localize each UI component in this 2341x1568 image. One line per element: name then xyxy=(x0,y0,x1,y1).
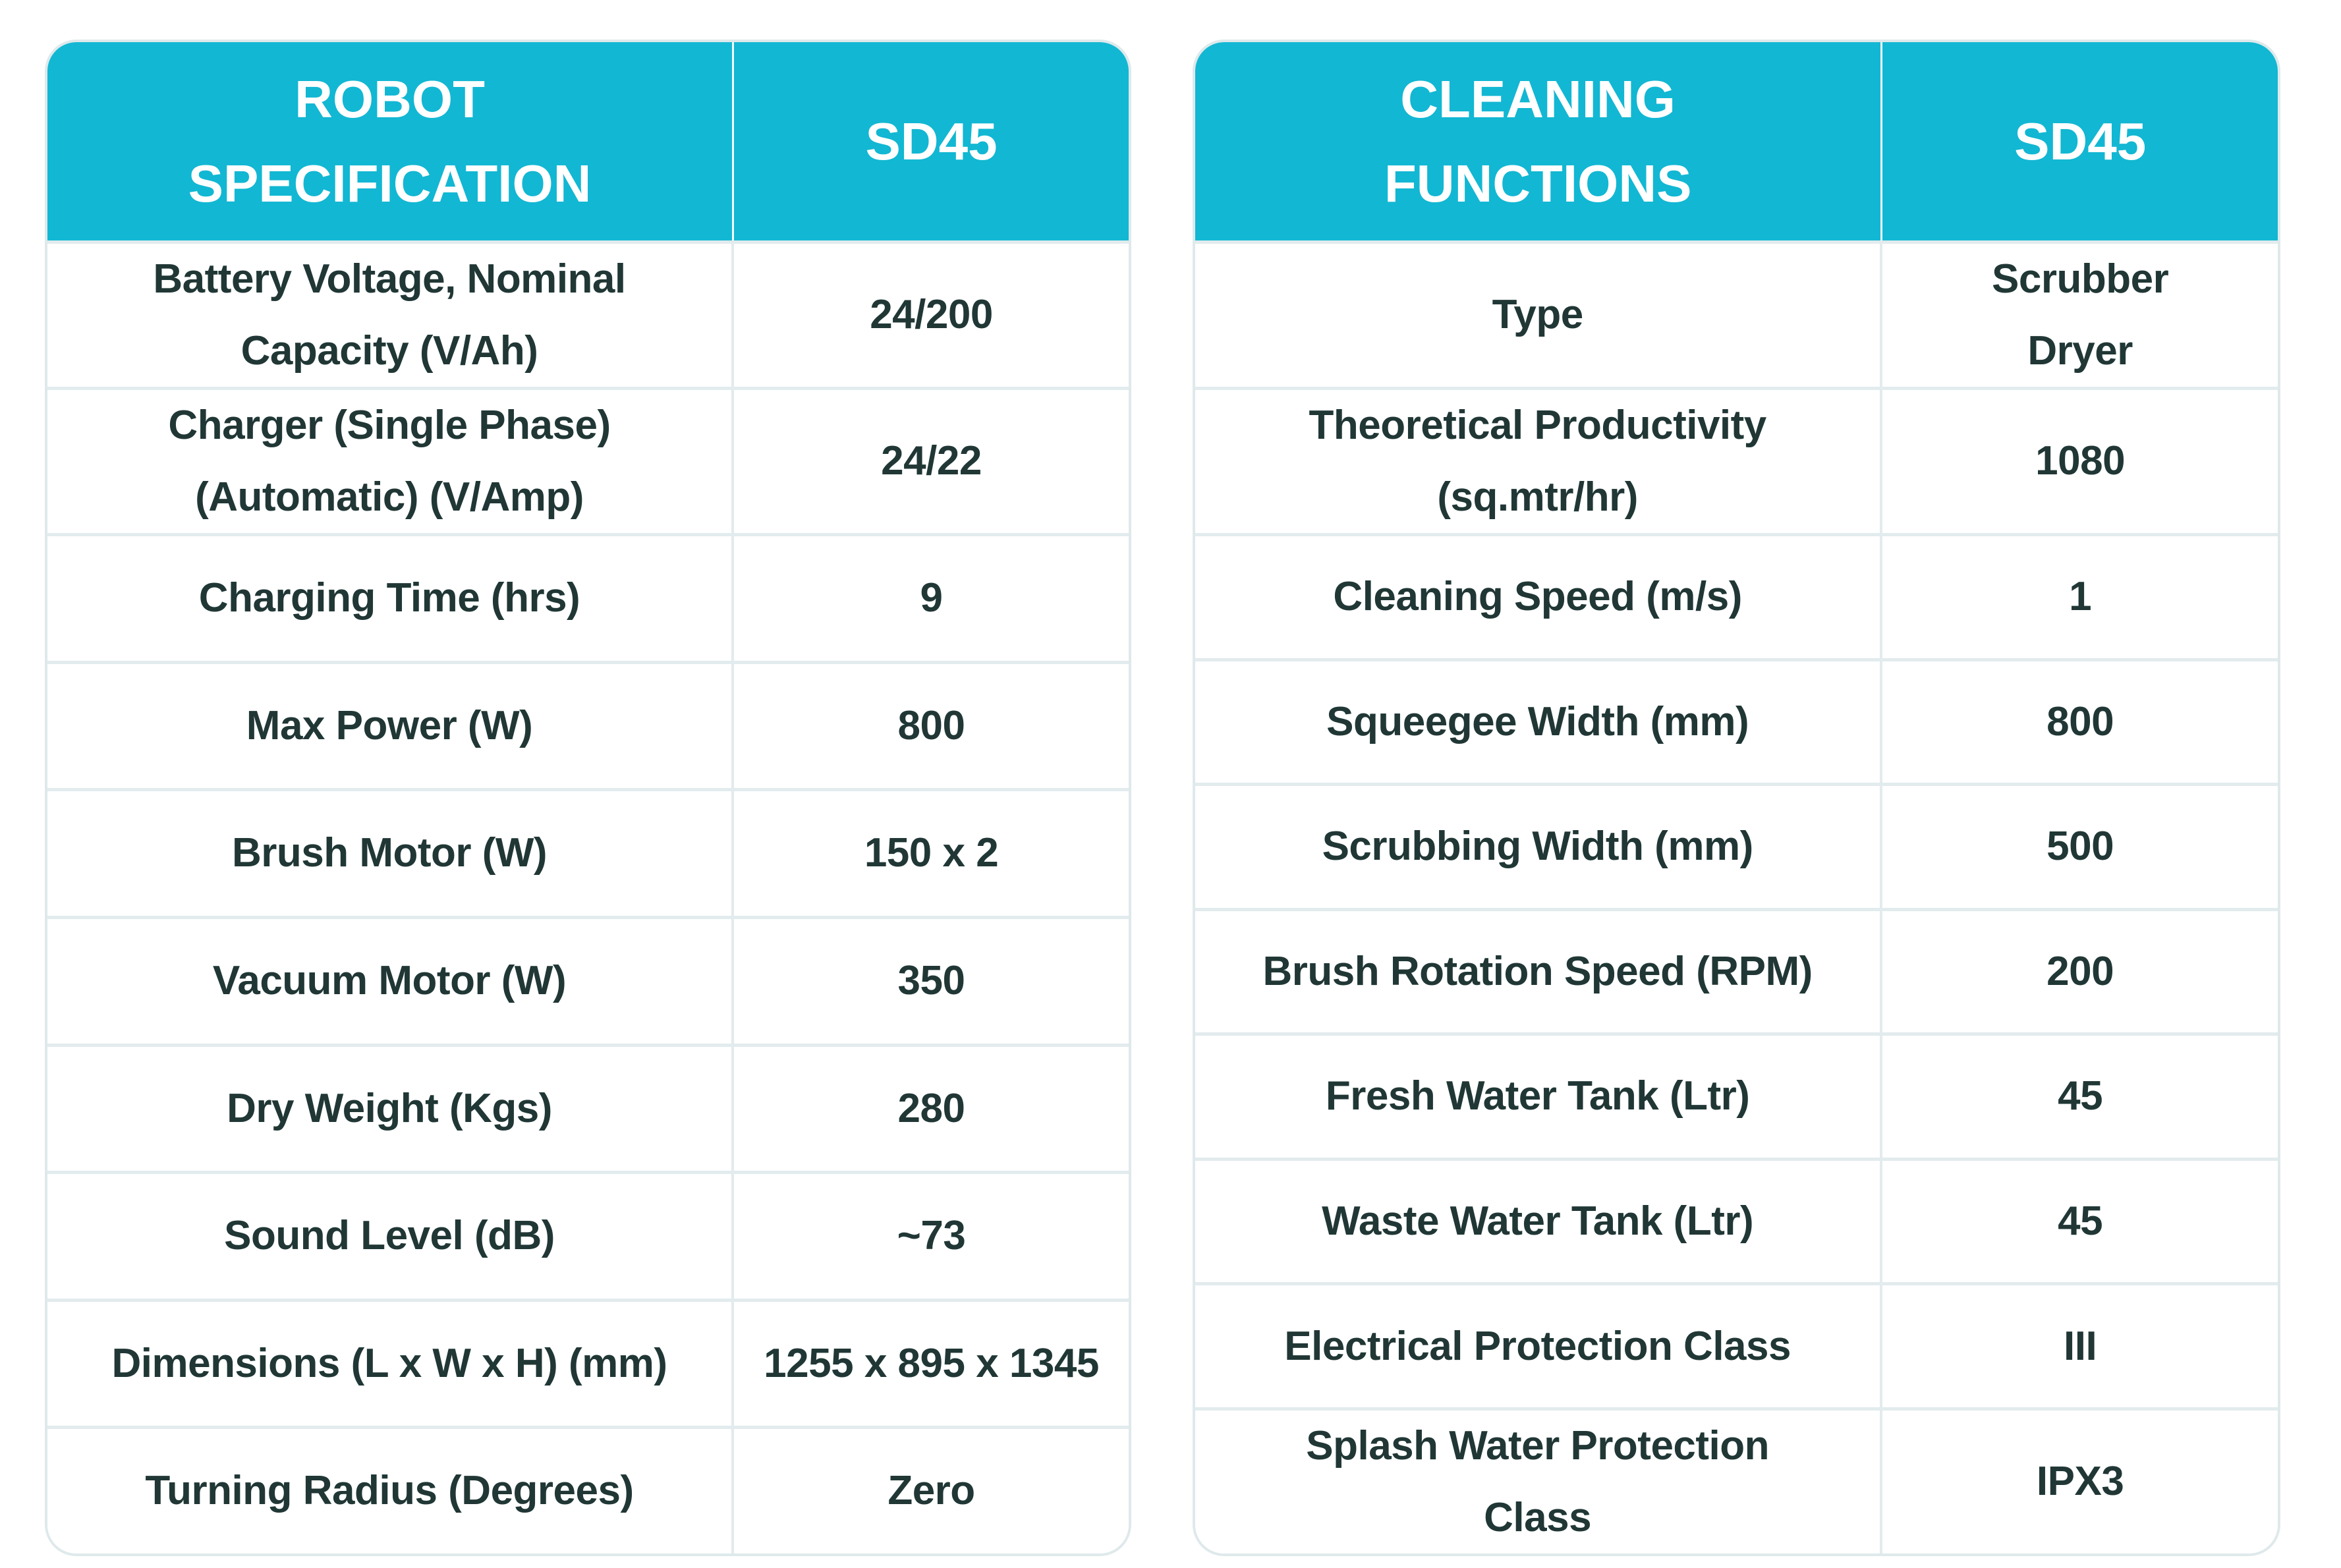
spec-value: ~73 xyxy=(897,1213,966,1259)
table-row: Squeegee Width (mm) 800 xyxy=(1195,658,2278,783)
spec-value: 800 xyxy=(2046,698,2114,744)
spec-label: Splash Water Protection Class xyxy=(1195,1411,1883,1554)
spec-value: 1255 x 895 x 1345 xyxy=(764,1340,1099,1386)
table-title: ROBOT SPECIFICATION xyxy=(47,42,735,240)
table-row: Vacuum Motor (W) 350 xyxy=(47,915,1129,1044)
spec-value: 500 xyxy=(2046,824,2114,870)
spec-label: Turning Radius (Degrees) xyxy=(47,1429,735,1554)
spec-label: Dry Weight (Kgs) xyxy=(47,1046,735,1171)
spec-label: Brush Rotation Speed (RPM) xyxy=(1195,910,1883,1033)
spec-value: 1 xyxy=(2069,574,2092,620)
table-row: Charger (Single Phase) (Automatic) (V/Am… xyxy=(47,387,1129,533)
table-row: Fresh Water Tank (Ltr) 45 xyxy=(1195,1032,2278,1158)
spec-label: Type xyxy=(1195,244,1883,387)
spec-label: Cleaning Speed (m/s) xyxy=(1195,536,1883,658)
spec-value: IPX3 xyxy=(2036,1459,2124,1505)
spec-label: Brush Motor (W) xyxy=(47,791,735,916)
table-row: Brush Motor (W) 150 x 2 xyxy=(47,788,1129,916)
spec-value: 350 xyxy=(897,957,965,1003)
spec-label: Battery Voltage, Nominal Capacity (V/Ah) xyxy=(47,244,735,387)
robot-specification-table: ROBOT SPECIFICATION SD45 Battery Voltage… xyxy=(45,40,1131,1556)
spec-label: Fresh Water Tank (Ltr) xyxy=(1195,1036,1883,1158)
spec-value: 1080 xyxy=(2035,438,2126,484)
table-row: Dry Weight (Kgs) 280 xyxy=(47,1043,1129,1171)
table-row: Battery Voltage, Nominal Capacity (V/Ah)… xyxy=(47,240,1129,387)
table-row: Brush Rotation Speed (RPM) 200 xyxy=(1195,907,2278,1033)
table-row: Max Power (W) 800 xyxy=(47,660,1129,789)
spec-label: Charger (Single Phase) (Automatic) (V/Am… xyxy=(47,390,735,533)
cleaning-functions-table: CLEANING FUNCTIONS SD45 Type Scrubber Dr… xyxy=(1193,40,2280,1556)
table-row: Splash Water Protection Class IPX3 xyxy=(1195,1407,2278,1554)
spec-value: 9 xyxy=(920,575,943,621)
spec-value: Scrubber Dryer xyxy=(1992,256,2169,374)
model-name: SD45 xyxy=(865,111,998,171)
spec-value: Zero xyxy=(888,1468,975,1514)
table-row: Sound Level (dB) ~73 xyxy=(47,1171,1129,1299)
spec-value: 150 x 2 xyxy=(864,830,999,876)
spec-value: 200 xyxy=(2046,948,2114,994)
table-row: Dimensions (L x W x H) (mm) 1255 x 895 x… xyxy=(47,1298,1129,1426)
model-name: SD45 xyxy=(2014,111,2147,171)
table-row: Type Scrubber Dryer xyxy=(1195,240,2278,387)
spec-value: 24/22 xyxy=(881,438,982,484)
spec-label: Dimensions (L x W x H) (mm) xyxy=(47,1301,735,1426)
spec-label: Theoretical Productivity (sq.mtr/hr) xyxy=(1195,390,1883,533)
spec-label: Squeegee Width (mm) xyxy=(1195,661,1883,783)
table-row: Scrubbing Width (mm) 500 xyxy=(1195,783,2278,908)
spec-label: Electrical Protection Class xyxy=(1195,1285,1883,1408)
spec-label: Max Power (W) xyxy=(47,663,735,789)
table-row: Turning Radius (Degrees) Zero xyxy=(47,1426,1129,1554)
table-row: Electrical Protection Class III xyxy=(1195,1282,2278,1408)
spec-label: Vacuum Motor (W) xyxy=(47,918,735,1044)
table-row: Charging Time (hrs) 9 xyxy=(47,533,1129,661)
spec-value: 45 xyxy=(2058,1198,2103,1244)
robot-specification-header: ROBOT SPECIFICATION SD45 xyxy=(47,42,1129,240)
spec-value: 800 xyxy=(897,702,965,748)
table-row: Cleaning Speed (m/s) 1 xyxy=(1195,533,2278,658)
spec-value: III xyxy=(2064,1323,2097,1369)
spec-label: Sound Level (dB) xyxy=(47,1174,735,1299)
cleaning-functions-header: CLEANING FUNCTIONS SD45 xyxy=(1195,42,2278,240)
spec-label: Waste Water Tank (Ltr) xyxy=(1195,1160,1883,1283)
spec-value: 280 xyxy=(897,1085,965,1131)
table-row: Theoretical Productivity (sq.mtr/hr) 108… xyxy=(1195,387,2278,533)
spec-label: Charging Time (hrs) xyxy=(47,536,735,661)
spec-value: 24/200 xyxy=(870,292,993,338)
spec-label: Scrubbing Width (mm) xyxy=(1195,786,1883,908)
table-row: Waste Water Tank (Ltr) 45 xyxy=(1195,1157,2278,1283)
spec-value: 45 xyxy=(2058,1073,2103,1119)
table-title: CLEANING FUNCTIONS xyxy=(1195,42,1883,240)
